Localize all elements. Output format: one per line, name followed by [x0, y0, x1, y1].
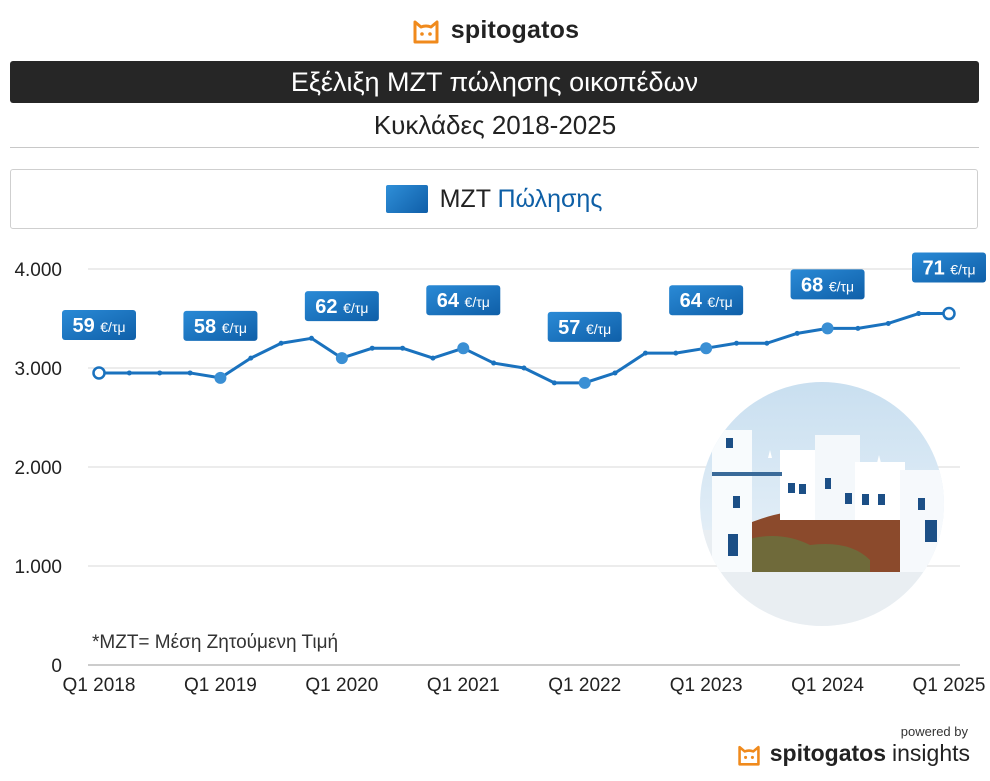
brand-name: spitogatos — [450, 15, 580, 44]
data-point — [214, 371, 227, 384]
y-tick-label: 1.000 — [14, 557, 62, 578]
value-label-text: 57 €/τμ — [558, 317, 611, 339]
value-label: 57 €/τμ — [547, 311, 622, 342]
legend-prefix: ΜΖΤ — [439, 184, 491, 213]
value-label-text: 59 €/τμ — [72, 315, 125, 337]
value-label: 68 €/τμ — [790, 269, 865, 300]
value-label-text: 64 €/τμ — [680, 290, 733, 312]
footer-brand: spitogatos insights — [736, 740, 970, 767]
value-label: 64 €/τμ — [669, 285, 744, 316]
x-tick-label: Q1 2018 — [63, 675, 136, 696]
data-point — [764, 340, 770, 346]
value-label-bg — [304, 291, 379, 322]
cyclades-illustration — [700, 382, 944, 626]
footnote: *ΜΖΤ= Μέση Ζητούμενη Τιμή — [92, 632, 339, 653]
data-point — [430, 355, 436, 361]
data-point — [612, 370, 618, 376]
brand-header: spitogatos — [0, 14, 990, 46]
value-label: 59 €/τμ — [62, 309, 136, 340]
legend-label: ΜΖΤ Πώλησης — [440, 185, 603, 214]
data-point — [821, 322, 834, 335]
x-tick-label: Q1 2022 — [548, 675, 621, 696]
data-point — [187, 370, 193, 376]
data-point — [551, 380, 557, 386]
data-point — [521, 365, 527, 371]
data-point — [642, 350, 648, 356]
data-point — [335, 352, 348, 365]
data-point — [885, 320, 891, 326]
x-tick-label: Q1 2020 — [305, 675, 378, 696]
page-title: Εξέλιξη ΜΖΤ πώλησης οικοπέδων — [10, 61, 979, 103]
data-point — [673, 350, 679, 356]
data-point — [369, 345, 375, 351]
y-tick-label: 0 — [51, 656, 62, 677]
data-point — [491, 360, 497, 366]
x-tick-label: Q1 2024 — [791, 675, 864, 696]
value-label-text: 68 €/τμ — [801, 274, 854, 296]
footer-brand-suffix: insights — [892, 740, 970, 766]
value-label-bg — [669, 285, 744, 316]
value-label: 62 €/τμ — [304, 291, 379, 322]
legend-swatch — [385, 185, 428, 213]
footer-brand-name: spitogatos — [769, 740, 887, 766]
value-label: 64 €/τμ — [426, 285, 501, 316]
powered-by-text: powered by — [900, 724, 968, 739]
y-tick-label: 2.000 — [14, 458, 62, 479]
line-chart: 0 1.000 2.000 3.000 4.000 Q1 2018 Q1 2019 Q1 20… — [14, 252, 986, 696]
data-point — [248, 355, 254, 361]
data-point — [942, 306, 956, 321]
value-label-text: 58 €/τμ — [194, 316, 247, 338]
x-tick-label: Q1 2025 — [913, 675, 986, 696]
value-label-text: 62 €/τμ — [315, 296, 368, 318]
value-label-bg — [912, 252, 986, 283]
y-tick-label: 4.000 — [14, 260, 62, 281]
divider — [10, 147, 979, 148]
data-point — [794, 330, 800, 336]
data-point — [578, 376, 591, 389]
data-point — [92, 366, 106, 380]
value-label-bg — [183, 310, 258, 341]
x-tick-label: Q1 2019 — [184, 675, 257, 696]
x-tick-label: Q1 2021 — [427, 675, 500, 696]
data-point — [126, 370, 132, 376]
legend-highlight: Πώλησης — [497, 184, 603, 213]
chart-legend: ΜΖΤ Πώλησης — [10, 169, 978, 229]
data-point — [700, 342, 713, 355]
data-point — [309, 335, 314, 341]
data-point — [734, 340, 739, 346]
page-subtitle: Κυκλάδες 2018-2025 — [373, 110, 617, 140]
value-label: 71 €/τμ — [912, 252, 986, 283]
y-tick-label: 3.000 — [14, 359, 62, 380]
x-tick-label: Q1 2023 — [670, 675, 743, 696]
data-point — [157, 370, 163, 376]
value-label-bg — [790, 269, 865, 300]
value-label-bg — [426, 285, 501, 316]
data-point — [457, 342, 470, 355]
value-label-text: 71 €/τμ — [922, 258, 975, 280]
value-label-bg — [62, 309, 136, 340]
data-point — [278, 340, 284, 346]
data-point — [400, 345, 406, 351]
cat-head-icon — [413, 20, 439, 44]
data-point — [855, 325, 861, 331]
value-label: 58 €/τμ — [183, 310, 258, 341]
value-label-bg — [547, 311, 622, 342]
cat-head-icon — [738, 745, 760, 766]
value-label-text: 64 €/τμ — [437, 290, 490, 312]
data-point — [916, 311, 922, 317]
